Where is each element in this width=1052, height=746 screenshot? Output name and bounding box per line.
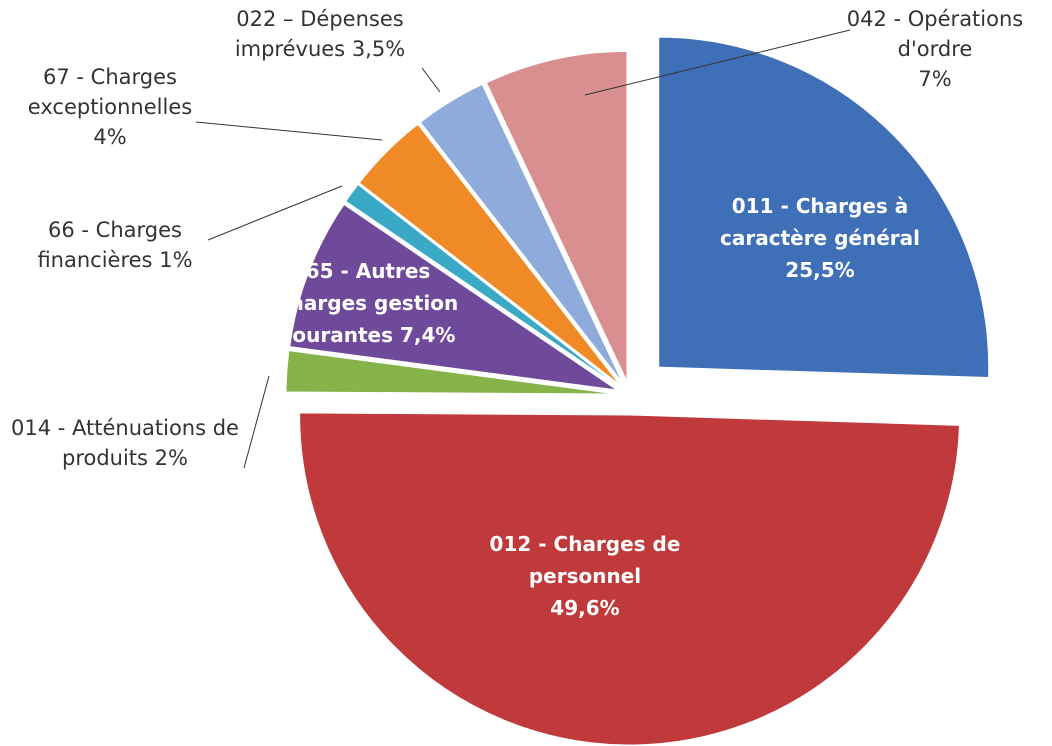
slice-label: 67 - Charges exceptionnelles 4%	[10, 62, 210, 152]
value-label: 2%	[154, 446, 188, 470]
leader-line	[243, 375, 270, 469]
pie-slice	[658, 36, 990, 379]
pie-slice	[285, 350, 617, 395]
value-label: 4%	[93, 125, 127, 149]
slice-label: 66 - Charges financières 1%	[5, 215, 225, 275]
category-label: 014 - Atténuations de produits	[11, 416, 239, 470]
pie-slice	[345, 183, 619, 388]
slice-label: 014 - Atténuations de produits 2%	[10, 413, 240, 473]
pie-slice	[485, 50, 628, 382]
value-label: 25,5%	[785, 258, 855, 282]
category-label: 67 - Charges exceptionnelles	[27, 65, 193, 119]
value-label: 7,4%	[399, 323, 456, 347]
value-label: 1%	[159, 248, 193, 272]
category-label: 011 - Charges à caractère général	[720, 194, 920, 250]
category-label: 012 - Charges de personnel	[489, 532, 681, 588]
leader-line	[584, 29, 851, 96]
pie-slice	[289, 203, 618, 391]
pie-slice	[358, 123, 621, 386]
slice-label: 042 - Opérations d'ordre 7%	[825, 4, 1045, 94]
slice-label: 65 - Autres charges gestion courantes 7,…	[271, 255, 466, 351]
pie-slice	[299, 412, 960, 746]
value-label: 3,5%	[351, 37, 406, 61]
category-label: 65 - Autres charges gestion courantes	[277, 259, 459, 347]
slice-label: 011 - Charges à caractère général 25,5%	[715, 190, 925, 286]
value-label: 7%	[918, 67, 952, 91]
category-label: 022 – Dépenses imprévues	[234, 7, 404, 61]
category-label: 042 - Opérations d'ordre	[846, 7, 1024, 61]
leader-line	[421, 67, 441, 93]
pie-slice	[419, 83, 624, 384]
category-label: 66 - Charges financières	[37, 218, 182, 272]
slice-label: 012 - Charges de personnel 49,6%	[450, 528, 720, 624]
slice-label: 022 – Dépenses imprévues 3,5%	[203, 4, 438, 64]
leader-line	[207, 185, 343, 241]
value-label: 49,6%	[550, 596, 620, 620]
leader-line	[195, 121, 383, 141]
